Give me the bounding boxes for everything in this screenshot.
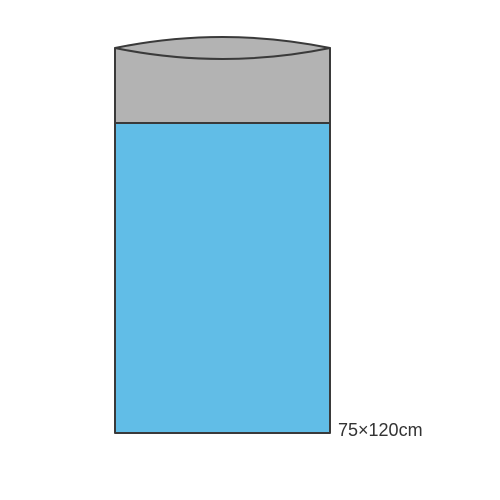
dimension-label: 75×120cm <box>338 420 423 441</box>
diagram-stage: 75×120cm <box>0 0 500 500</box>
drape-illustration <box>0 0 500 500</box>
